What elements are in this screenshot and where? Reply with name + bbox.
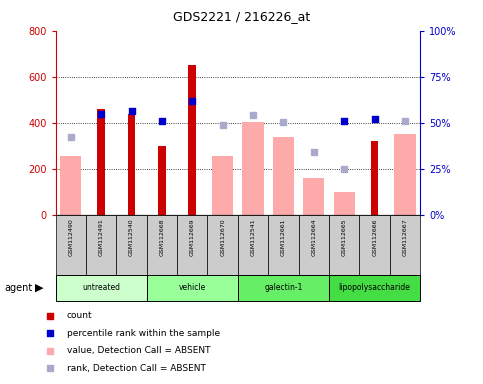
Point: [371, 116, 379, 122]
Text: value, Detection Call = ABSENT: value, Detection Call = ABSENT: [67, 346, 211, 356]
Text: count: count: [67, 311, 93, 321]
Bar: [238, 215, 268, 275]
Text: untreated: untreated: [82, 283, 120, 293]
Bar: [56, 215, 86, 275]
Text: galectin-1: galectin-1: [264, 283, 303, 293]
Bar: [56, 275, 147, 301]
Point: [341, 166, 348, 172]
Text: GSM112541: GSM112541: [251, 218, 256, 256]
Point: [401, 118, 409, 124]
Bar: [359, 215, 390, 275]
Bar: [273, 137, 294, 215]
Point: [45, 313, 54, 319]
Bar: [147, 215, 177, 275]
Point: [97, 111, 105, 117]
Text: agent: agent: [5, 283, 33, 293]
Text: vehicle: vehicle: [179, 283, 206, 293]
Bar: [116, 215, 147, 275]
Point: [45, 330, 54, 336]
Point: [341, 118, 348, 124]
Bar: [329, 215, 359, 275]
Text: GSM112667: GSM112667: [402, 218, 408, 256]
Bar: [303, 178, 325, 215]
Bar: [188, 65, 196, 215]
Bar: [128, 114, 135, 215]
Bar: [177, 215, 208, 275]
Bar: [208, 215, 238, 275]
Text: GSM112669: GSM112669: [190, 218, 195, 256]
Point: [158, 118, 166, 124]
Text: GSM112665: GSM112665: [342, 218, 347, 255]
Text: GDS2221 / 216226_at: GDS2221 / 216226_at: [173, 10, 310, 23]
Bar: [334, 192, 355, 215]
Text: GSM112661: GSM112661: [281, 218, 286, 255]
Bar: [268, 215, 298, 275]
Point: [67, 134, 74, 140]
Bar: [298, 215, 329, 275]
Point: [128, 108, 135, 114]
Point: [45, 366, 54, 372]
Bar: [60, 156, 81, 215]
Bar: [147, 275, 238, 301]
Bar: [98, 109, 105, 215]
Text: rank, Detection Call = ABSENT: rank, Detection Call = ABSENT: [67, 364, 206, 373]
Text: GSM112491: GSM112491: [99, 218, 104, 256]
Point: [188, 98, 196, 104]
Point: [280, 119, 287, 125]
Bar: [86, 215, 116, 275]
Point: [45, 348, 54, 354]
Bar: [329, 275, 420, 301]
Text: GSM112668: GSM112668: [159, 218, 164, 255]
Bar: [158, 146, 166, 215]
Bar: [390, 215, 420, 275]
Text: lipopolysaccharide: lipopolysaccharide: [339, 283, 411, 293]
Text: percentile rank within the sample: percentile rank within the sample: [67, 329, 220, 338]
Text: GSM112540: GSM112540: [129, 218, 134, 256]
Bar: [242, 122, 264, 215]
Point: [249, 112, 257, 118]
Text: GSM112666: GSM112666: [372, 218, 377, 255]
Point: [310, 149, 318, 155]
Text: GSM112490: GSM112490: [68, 218, 73, 256]
Bar: [238, 275, 329, 301]
Text: ▶: ▶: [35, 283, 43, 293]
Bar: [395, 134, 416, 215]
Bar: [212, 156, 233, 215]
Text: GSM112664: GSM112664: [312, 218, 316, 256]
Point: [219, 122, 227, 128]
Text: GSM112670: GSM112670: [220, 218, 225, 256]
Bar: [371, 141, 378, 215]
